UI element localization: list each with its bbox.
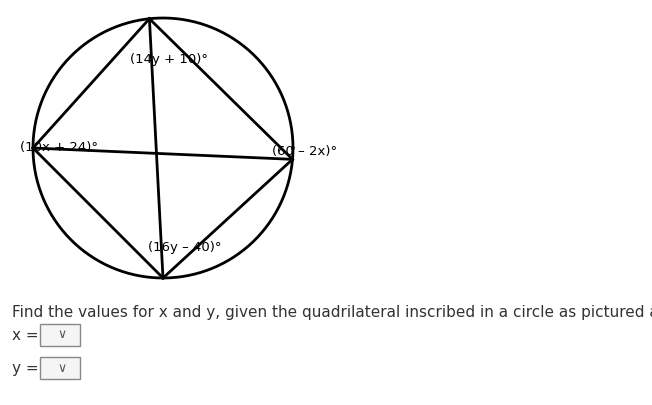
- Text: (16y – 40)°: (16y – 40)°: [148, 241, 222, 254]
- Text: (14y + 10)°: (14y + 10)°: [130, 53, 208, 66]
- Text: x =: x =: [12, 328, 38, 343]
- Text: (60 – 2x)°: (60 – 2x)°: [272, 145, 337, 158]
- Bar: [40, 324, 80, 346]
- Text: ∨: ∨: [57, 328, 67, 341]
- Text: (10x + 24)°: (10x + 24)°: [20, 141, 98, 154]
- Text: ∨: ∨: [57, 362, 67, 375]
- Text: Find the values for x and y, given the quadrilateral inscribed in a circle as pi: Find the values for x and y, given the q…: [12, 305, 652, 320]
- Text: y =: y =: [12, 360, 38, 375]
- Bar: [40, 357, 80, 379]
